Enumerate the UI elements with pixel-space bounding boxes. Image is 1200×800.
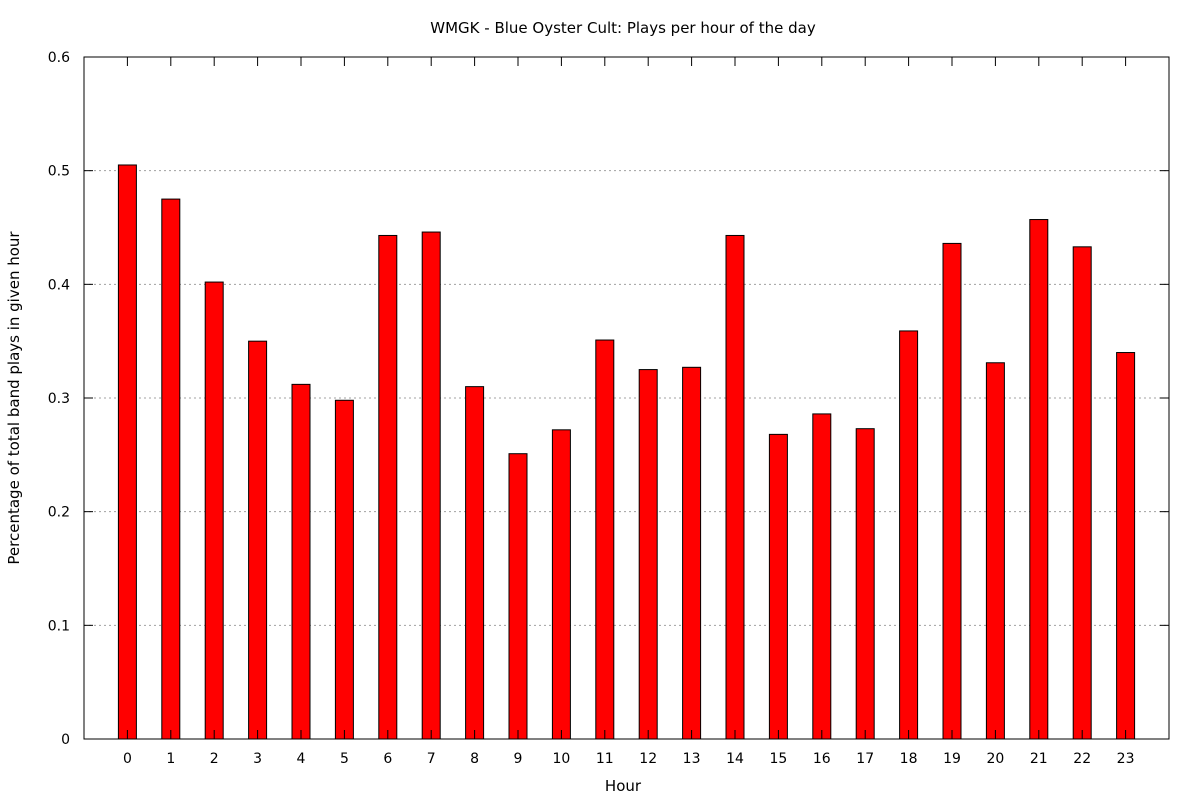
x-tick-label: 23 [1117,751,1135,767]
x-tick-label: 12 [639,751,657,767]
bar-hour-6 [378,234,398,740]
x-tick-label: 19 [943,751,961,767]
bar-hour-13 [682,366,702,740]
x-tick-label: 1 [166,751,175,767]
x-tick-label: 2 [210,751,219,767]
bar-hour-22 [1072,246,1092,740]
bar-hour-2 [204,281,224,740]
x-tick-label: 0 [123,751,132,767]
x-tick-label: 8 [470,751,479,767]
x-tick-label: 20 [986,751,1004,767]
y-tick-label: 0.1 [48,618,70,634]
bar-hour-1 [161,198,181,740]
axes [83,56,1170,740]
bar-hour-12 [638,369,658,740]
x-tick-label: 7 [427,751,436,767]
x-tick-label: 13 [683,751,701,767]
bar-hour-21 [1029,219,1049,740]
x-tick-label: 16 [813,751,831,767]
bar-hour-18 [899,330,919,740]
x-tick-label: 3 [253,751,262,767]
y-axis-label: Percentage of total band plays in given … [5,231,23,565]
x-tick-label: 4 [297,751,306,767]
x-tick-label: 5 [340,751,349,767]
bar-hour-16 [812,413,832,740]
y-tick-label: 0 [61,732,70,748]
y-tick-label: 0.5 [48,164,70,180]
bar-hour-10 [551,429,571,740]
x-tick-label: 17 [856,751,874,767]
x-tick-label: 18 [900,751,918,767]
bar-hour-20 [985,362,1005,740]
bar-hour-14 [725,234,745,740]
x-tick-label: 11 [596,751,614,767]
bars [117,164,1136,740]
bar-hour-5 [334,399,354,740]
y-tick-label: 0.6 [48,50,70,66]
plot-frame [83,56,1170,740]
x-tick-label: 15 [769,751,787,767]
grid-lines [84,170,1169,626]
bar-hour-7 [421,231,441,740]
x-tick-label: 6 [383,751,392,767]
bar-hour-15 [768,433,788,740]
x-tick-label: 22 [1073,751,1091,767]
bar-hour-8 [465,386,485,740]
x-tick-label: 10 [552,751,570,767]
x-axis-label: Hour [605,777,642,795]
y-tick-label: 0.2 [48,505,70,521]
y-tick-label: 0.4 [48,277,70,293]
x-tick-label: 9 [514,751,523,767]
bar-hour-19 [942,242,962,740]
bar-hour-0 [117,164,137,740]
x-tick-label: 21 [1030,751,1048,767]
bar-hour-3 [248,340,268,740]
chart-title: WMGK - Blue Oyster Cult: Plays per hour … [430,19,816,37]
x-tick-label: 14 [726,751,744,767]
bar-hour-11 [595,339,615,740]
bar-hour-23 [1116,352,1136,740]
bar-hour-4 [291,383,311,740]
tick-labels: 00.10.20.30.40.50.60 1 2 3 4 5 6 7 8 9 10 11 12 13 14 1… [48,50,1135,767]
bar-hour-9 [508,453,528,740]
bar-hour-17 [855,428,875,740]
y-tick-label: 0.3 [48,391,70,407]
